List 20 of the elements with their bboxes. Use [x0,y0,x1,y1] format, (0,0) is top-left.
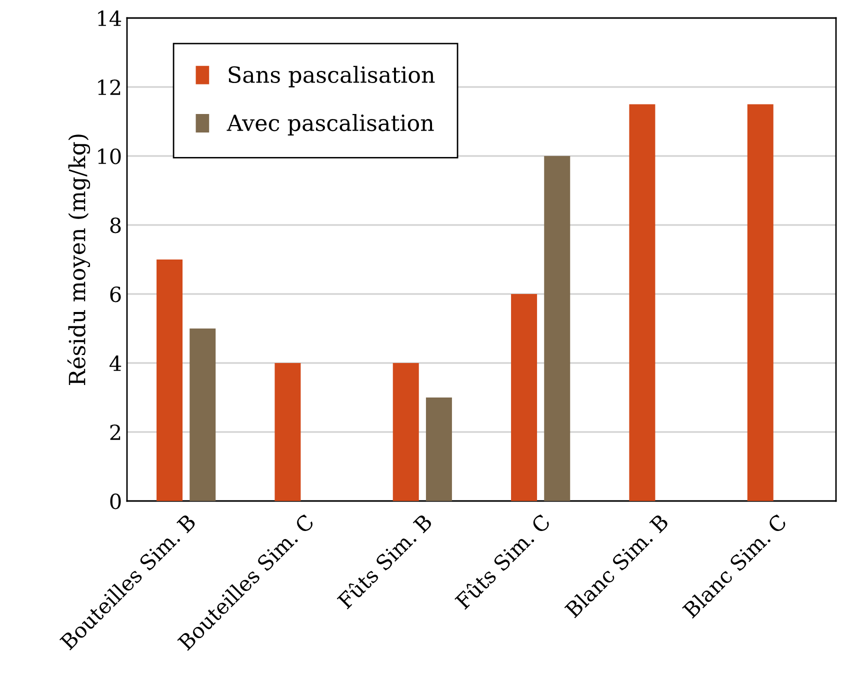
bar [629,104,656,501]
bar [190,328,216,501]
bar [392,363,419,501]
y-tick-label: 6 [110,286,121,302]
bar [747,104,774,501]
bar [544,156,570,501]
y-axis-title: Résidu moyen (mg/kg) [67,134,90,385]
y-tick-label: 2 [110,424,120,440]
bar [426,398,452,501]
y-tick-label: 14 [98,10,122,26]
y-tick-label: 8 [110,217,121,234]
bar [156,260,183,501]
y-tick-label: 0 [110,493,121,510]
y-tick-label: 10 [98,148,121,164]
bar [511,294,538,501]
bar [274,363,301,501]
legend-label: Sans pascalisation [228,66,435,88]
legend-label: Avec pascalisation [226,114,434,136]
y-tick-label: 12 [98,79,120,95]
y-tick-label: 4 [110,355,122,371]
